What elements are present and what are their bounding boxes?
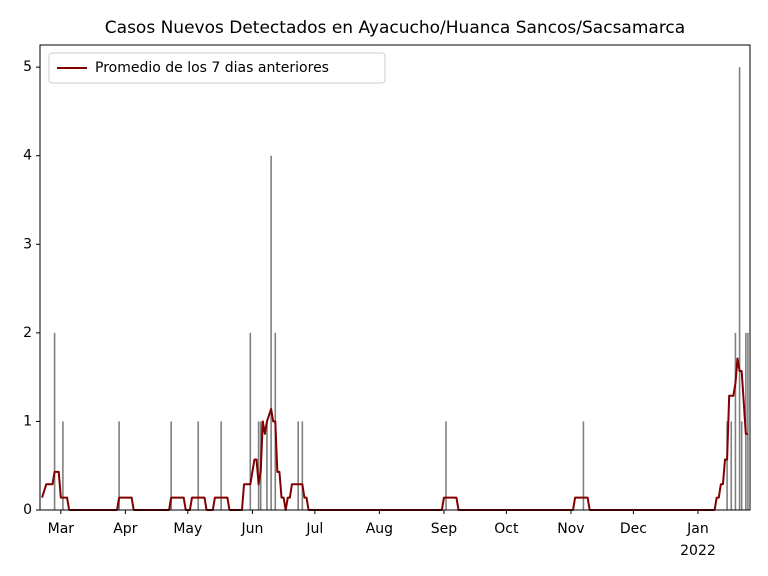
bar [738,67,741,511]
bar [740,421,743,510]
x-tick-label: Oct [494,521,519,537]
bar [301,421,304,510]
x-tick-label: Apr [113,521,137,537]
x-tick-label: Jan [686,521,709,537]
bar [53,332,56,510]
x-tick-label: Nov [557,521,584,537]
plot-area [41,67,749,511]
average-line [41,357,748,511]
y-tick-label: 0 [23,502,32,518]
x-tick-label: Mar [48,521,75,537]
y-tick-label: 1 [23,413,32,429]
bar [270,155,272,510]
y-tick-label: 2 [23,325,32,341]
axes-frame [39,44,751,511]
bar [266,421,268,510]
bar [297,421,299,510]
x-tick-label: Dec [620,521,647,537]
legend-label: Promedio de los 7 dias anteriores [95,60,329,76]
bar [257,421,260,510]
bar [734,332,737,510]
bar [445,421,447,510]
bar [726,421,728,510]
bar [197,421,200,510]
bar [582,421,585,510]
x-tick-sublabel: 2022 [680,543,716,559]
x-tick-label: Sep [431,521,458,537]
legend-box [48,52,386,84]
bar [170,421,172,510]
bar [249,332,252,510]
bar [730,421,733,510]
bar [62,421,64,510]
x-tick-label: Jun [240,521,263,537]
bar [118,421,120,510]
y-tick-label: 4 [23,148,32,164]
x-tick-label: May [173,521,202,537]
y-tick-label: 3 [23,236,32,252]
bar [220,421,222,510]
x-tick-label: Jul [305,521,323,537]
x-tick-label: Aug [366,521,393,537]
y-tick-label: 5 [23,59,32,75]
chart-title: Casos Nuevos Detectados en Ayacucho/Huan… [105,18,685,38]
bar [747,332,749,510]
